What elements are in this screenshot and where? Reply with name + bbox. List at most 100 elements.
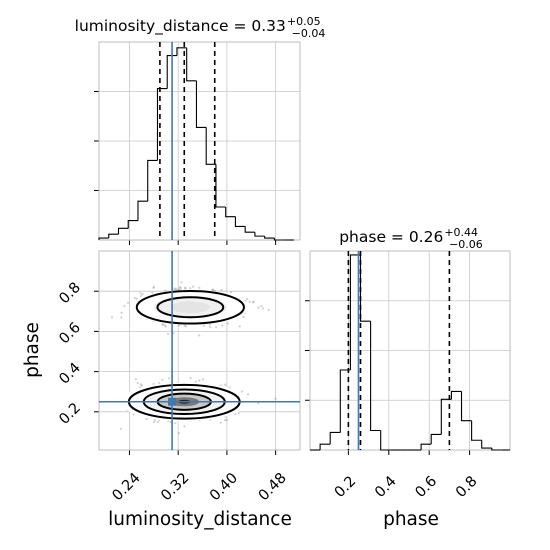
sample-point-1290 xyxy=(260,305,263,308)
sample-point-1238 xyxy=(198,286,201,290)
sample-point-429 xyxy=(152,382,155,386)
lumdist-hist-bin-4 xyxy=(137,200,148,221)
phase-hist-bin-3 xyxy=(339,369,351,433)
sample-point-1092 xyxy=(164,325,167,328)
phase-hist-bin-1 xyxy=(319,443,331,450)
sample-point-787 xyxy=(156,420,159,424)
sample-point-388 xyxy=(177,432,181,435)
sample-point-1163 xyxy=(180,281,183,284)
sample-point-945 xyxy=(136,381,139,385)
sample-point-1169 xyxy=(230,291,233,294)
lumdist-hist-bin-14 xyxy=(234,216,246,227)
sample-point-1133 xyxy=(214,326,218,329)
phase-xtick-label-0: 0.2 xyxy=(332,473,360,501)
sample-point-1402 xyxy=(164,324,167,327)
phase-vs-luminosity-distance-panel: 0.24 0.32 0.40 0.48 0.2 0.4 0.6 0.8 xyxy=(56,250,301,504)
sample-point-1039 xyxy=(152,286,155,290)
sample-point-29 xyxy=(134,378,138,381)
y-axis-label-phase: phase xyxy=(22,322,43,378)
lumdist-hist-bin-6 xyxy=(156,88,168,161)
sample-point-1234 xyxy=(151,291,154,294)
lumdist-hist-bin-13 xyxy=(225,207,236,218)
sample-point-176 xyxy=(223,419,227,422)
sample-point-1305 xyxy=(139,291,142,295)
density-ytick-label-1: 0.4 xyxy=(56,360,84,388)
sample-point-1352 xyxy=(238,325,241,328)
sample-point-1407 xyxy=(220,288,223,292)
phase-title-lower: −0.06 xyxy=(449,238,483,251)
mode-1-contour-1 xyxy=(156,296,225,319)
sample-point-1154 xyxy=(178,286,181,289)
density-frame xyxy=(98,250,301,451)
phase-xtick-label-1: 0.4 xyxy=(372,473,400,501)
luminosity-distance-histogram-panel: luminosity_distance = 0.33+0.05 −0.04 xyxy=(75,15,326,245)
sample-point-263 xyxy=(83,419,85,421)
sample-point-971 xyxy=(174,422,177,425)
phase-hist-bin-4 xyxy=(349,254,361,371)
sample-point-1012 xyxy=(145,418,148,421)
mode-1-contour-0 xyxy=(135,290,245,325)
lumdist-hist-bin-8 xyxy=(176,47,187,56)
sample-point-599 xyxy=(246,393,250,396)
phase-title-upper: +0.44 xyxy=(444,226,478,239)
sample-point-215 xyxy=(140,384,144,387)
lumdist-hist-bin-0 xyxy=(98,237,109,240)
sample-point-1347 xyxy=(212,289,215,292)
phase-hist-bin-13 xyxy=(440,398,452,435)
lumdist-hist-bin-3 xyxy=(127,220,138,229)
sample-point-447 xyxy=(183,425,186,428)
sample-point-79 xyxy=(240,390,244,393)
luminosity-distance-title: luminosity_distance = 0.33+0.05 −0.04 xyxy=(75,15,326,40)
sample-point-1143 xyxy=(123,304,126,308)
lumdist-hist-bin-18 xyxy=(273,238,285,241)
sample-point-1060 xyxy=(141,292,144,296)
lumdist-hist-bin-2 xyxy=(117,227,129,235)
sample-point-219 xyxy=(225,418,228,421)
sample-point-1212 xyxy=(267,308,270,311)
sample-point-1211 xyxy=(126,301,130,304)
sample-point-1333 xyxy=(252,300,255,303)
sample-point-1426 xyxy=(211,288,214,291)
lumdist-hist-bin-10 xyxy=(195,80,207,128)
phase-hist-bin-18 xyxy=(491,448,502,451)
sample-point-1180 xyxy=(191,285,195,288)
density-xtick-label-0: 0.24 xyxy=(110,470,144,504)
sample-point-1249 xyxy=(184,325,187,328)
sample-point-53 xyxy=(224,383,227,386)
sample-point-1070 xyxy=(261,307,265,310)
lumdist-hist-bin-16 xyxy=(254,232,265,237)
sample-point-1416 xyxy=(164,289,167,292)
sample-point-1205 xyxy=(209,325,212,329)
sample-point-1029 xyxy=(246,297,249,301)
sample-point-98 xyxy=(237,412,240,415)
sample-point-1393 xyxy=(139,294,143,297)
sample-point-1023 xyxy=(110,316,114,319)
sample-point-789 xyxy=(219,421,222,424)
sample-point-1226 xyxy=(251,301,254,304)
density-xtick-label-1: 0.32 xyxy=(158,470,192,504)
luminosity-distance-title-upper: +0.05 xyxy=(287,15,321,28)
density-truth-marker xyxy=(168,397,177,406)
sample-point-547 xyxy=(152,420,156,424)
lumdist-hist-grid xyxy=(99,42,300,240)
phase-hist-bin-7 xyxy=(380,430,391,451)
phase-hist-bin-11 xyxy=(420,443,432,450)
sample-point-1240 xyxy=(179,287,182,290)
phase-hist-bin-15 xyxy=(460,391,472,422)
sample-point-931 xyxy=(198,379,201,382)
lumdist-hist-bin-12 xyxy=(215,164,226,208)
lumdist-hist-bin-9 xyxy=(186,47,197,82)
lumdist-hist-bin-5 xyxy=(147,159,158,202)
phase-hist-bin-2 xyxy=(329,431,341,445)
sample-point-1022 xyxy=(120,316,123,319)
sample-point-1419 xyxy=(184,286,187,289)
sample-point-1157 xyxy=(172,332,175,335)
sample-point-1429 xyxy=(202,324,206,327)
sample-point-1091 xyxy=(153,285,156,288)
sample-point-282 xyxy=(169,421,172,424)
lumdist-hist-bin-15 xyxy=(244,226,255,233)
sample-point-1252 xyxy=(133,296,136,300)
density-ytick-label-2: 0.6 xyxy=(56,320,84,348)
lumdist-hist-bin-7 xyxy=(166,55,177,89)
sample-point-325 xyxy=(257,402,260,405)
